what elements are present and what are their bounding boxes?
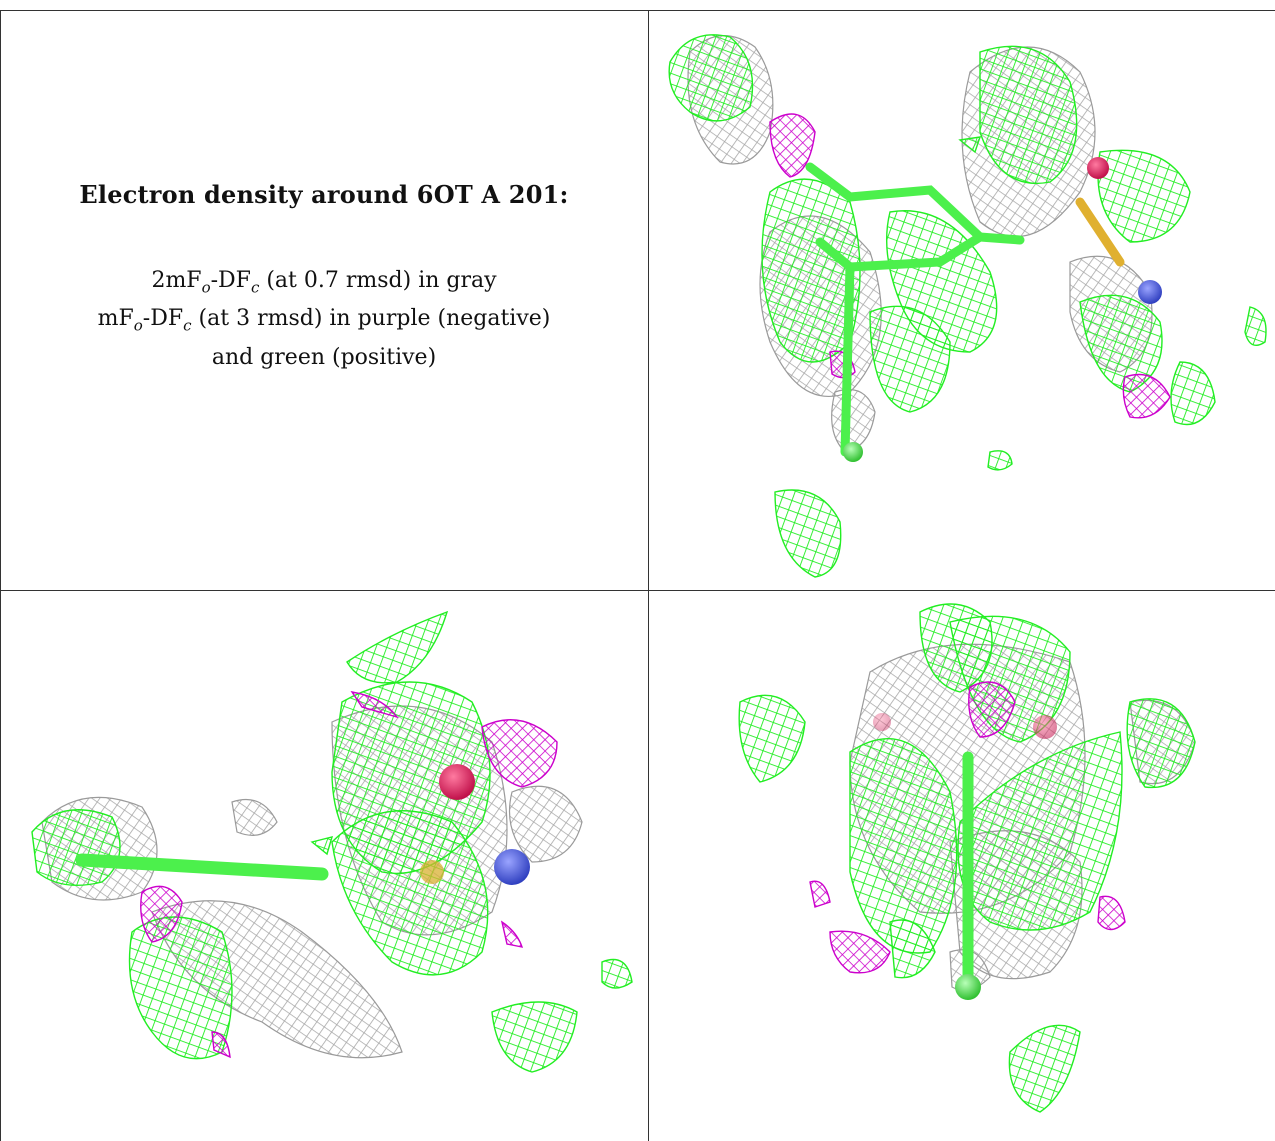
ligand-sticks (75, 853, 329, 881)
purple-mesh-blob (829, 930, 891, 974)
green-mesh-blob (1097, 149, 1191, 243)
green-mesh-blob (1126, 698, 1196, 789)
figure-title: Electron density around 6OT A 201: (79, 180, 569, 209)
oxygen-atom (1033, 715, 1057, 739)
chlorine-atom (843, 442, 863, 462)
table-middle-border (0, 590, 1275, 591)
green-mesh-blob (31, 809, 121, 887)
purple-mesh-blob (500, 920, 524, 948)
green-mesh-blob (987, 450, 1013, 471)
purple-mesh-blob (1122, 373, 1171, 419)
purple-mesh-blob (140, 885, 183, 943)
green-mesh-blob (849, 737, 958, 954)
oxygen-atom (1087, 157, 1109, 179)
density-render-2 (31, 610, 633, 1073)
purple-mesh-blob (1097, 895, 1126, 931)
green-mesh-blob (979, 45, 1078, 185)
green-mesh-blob (869, 305, 951, 413)
green-mesh-blob (346, 610, 449, 684)
oxygen-atom (873, 713, 891, 731)
caption-cell: Electron density around 6OT A 201: 2mFo-… (0, 10, 648, 590)
density-view-side (2, 592, 647, 1141)
purple-mesh-blob (769, 113, 816, 178)
green-mesh-blob (1170, 361, 1216, 426)
green-mesh-blob (958, 136, 982, 154)
density-view-end-on (650, 592, 1274, 1141)
oxygen-atom (439, 764, 475, 800)
green-mesh-blob (1008, 1024, 1081, 1113)
purple-mesh-blob (350, 691, 399, 719)
purple-mesh-blob (809, 880, 831, 908)
density-render-1 (668, 34, 1267, 578)
ligand-sticks (805, 162, 1025, 457)
purple-mesh-blob (968, 681, 1016, 738)
density-render-3 (738, 603, 1196, 1113)
nitrogen-atom (1138, 280, 1162, 304)
purple-mesh-blob (481, 719, 558, 788)
legend-line-colors: and green (positive) (211, 344, 437, 370)
green-mesh-blob (310, 836, 334, 856)
legend-line-2mfo: 2mFo-DFc (at 0.7 rmsd) in gray (151, 268, 497, 297)
green-mesh-blob (1244, 306, 1267, 346)
nitrogen-atom (494, 849, 530, 885)
table-center-border (648, 10, 649, 1141)
green-mesh-blob (668, 34, 754, 122)
green-mesh-blob (774, 489, 842, 578)
gray-mesh-blob (231, 798, 278, 836)
sulfur-atom (420, 860, 444, 884)
legend-text: 2mFo-DFc (at 0.7 rmsd) in gray mFo-DFc (… (98, 265, 551, 374)
green-mesh-blob (889, 919, 936, 979)
green-mesh-blob (1079, 294, 1163, 393)
table-top-border (0, 10, 1275, 11)
gray-mesh-blob (508, 785, 583, 863)
green-mesh-blob (331, 810, 489, 976)
table-left-border (0, 10, 1, 1141)
sulfur-bond (1075, 197, 1125, 267)
green-mesh-blob (738, 694, 806, 783)
density-view-top (650, 12, 1274, 588)
green-mesh-blob (491, 1001, 578, 1073)
chlorine-atom (955, 974, 981, 1000)
purple-mesh-blob (211, 1031, 231, 1059)
green-mesh-blob (601, 958, 633, 989)
legend-line-mfo: mFo-DFc (at 3 rmsd) in purple (negative) (97, 306, 551, 335)
green-mesh-blob (957, 731, 1123, 931)
figure-table: Electron density around 6OT A 201: 2mFo-… (0, 10, 1275, 1141)
